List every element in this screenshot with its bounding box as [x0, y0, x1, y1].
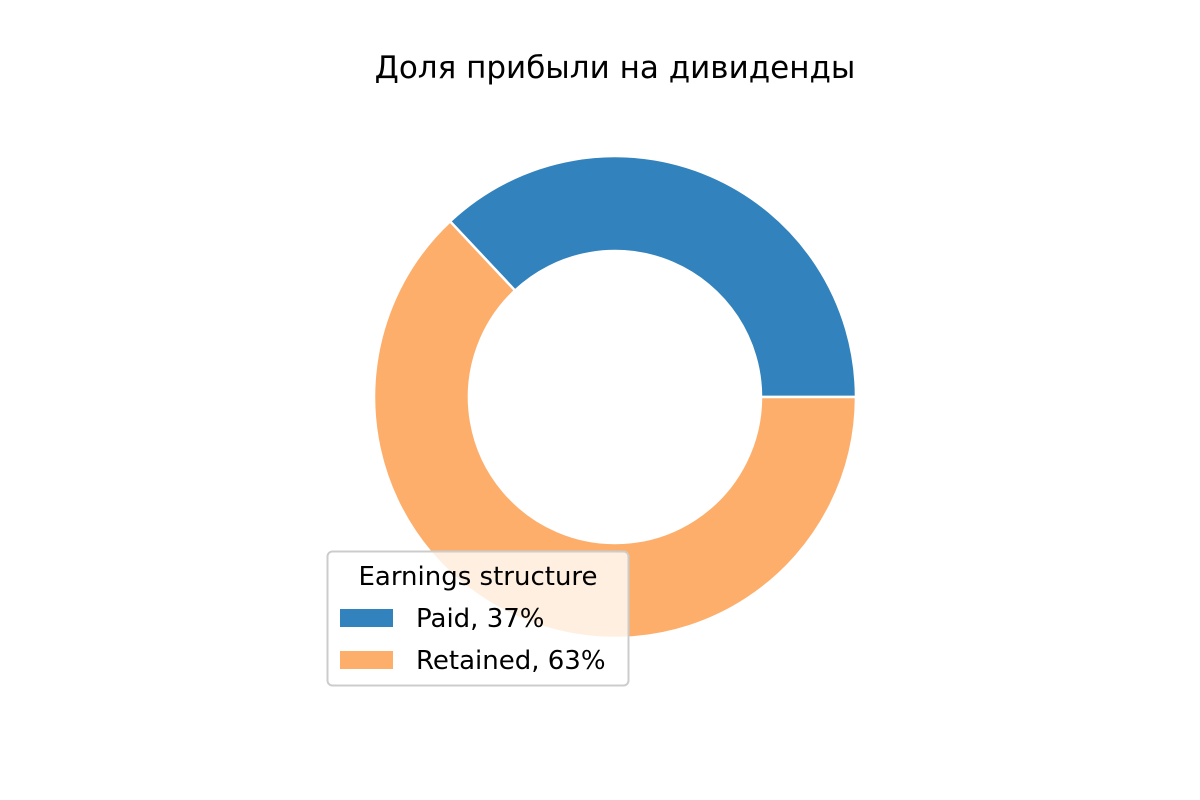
- donut-slice-paid: [448, 154, 858, 399]
- legend-label-paid: Paid, 37%: [416, 604, 545, 634]
- legend-swatch-paid: [340, 609, 393, 627]
- donut-slice-retained: [372, 220, 858, 640]
- donut-slices: [372, 154, 858, 640]
- legend-title: Earnings structure: [358, 562, 597, 592]
- legend-swatch-retained: [340, 651, 393, 669]
- legend-frame: [326, 550, 630, 687]
- chart-legend: Earnings structure Paid, 37% Retained, 6…: [326, 550, 630, 687]
- legend-label-retained: Retained, 63%: [416, 646, 606, 676]
- chart-title: Доля прибыли на дивиденды: [375, 50, 856, 86]
